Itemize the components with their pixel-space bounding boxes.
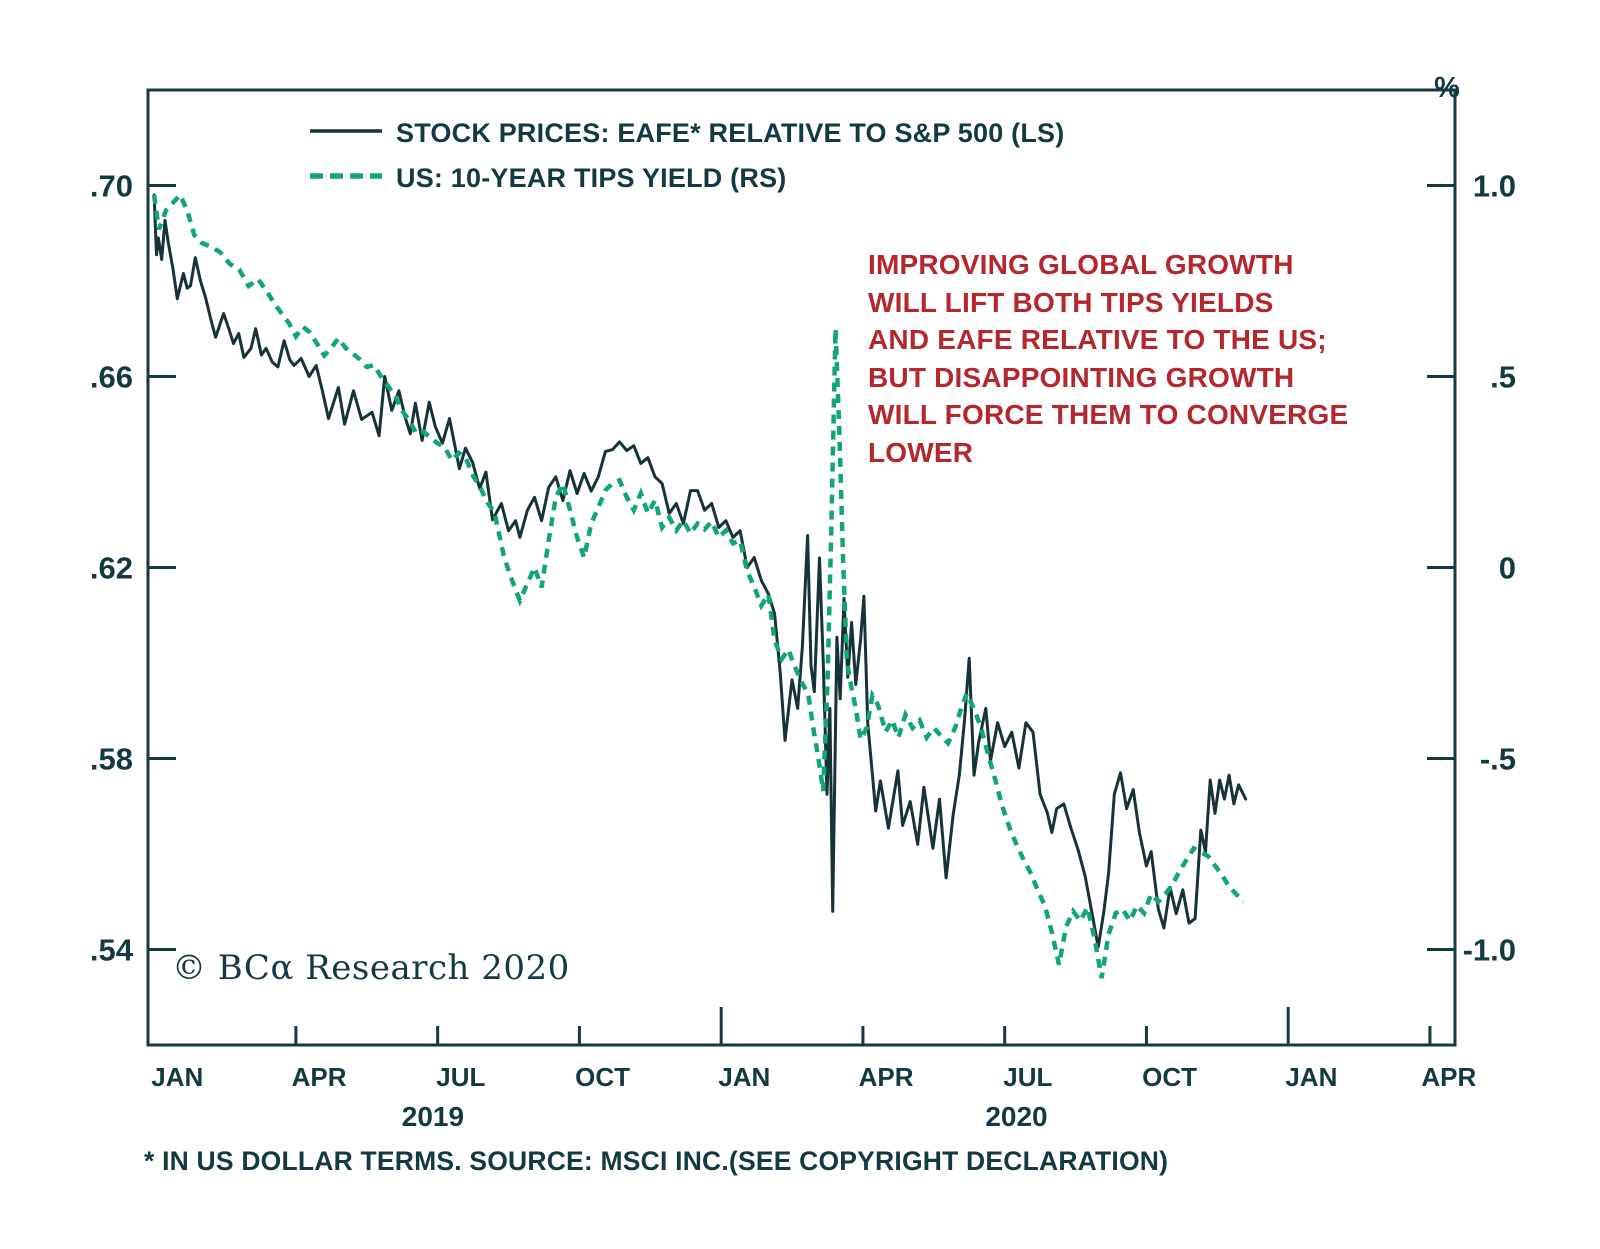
y-left-tick-label: .70 (90, 169, 133, 204)
source-footnote: * IN US DOLLAR TERMS. SOURCE: MSCI INC.(… (144, 1146, 1169, 1176)
right-axis-unit-label: % (1434, 72, 1460, 104)
x-axis-month-label: JAN (151, 1062, 203, 1092)
left-axis: .70 .66 .62 .58 .54 (90, 169, 176, 968)
legend-label-tips: US: 10-YEAR TIPS YIELD (RS) (396, 163, 786, 193)
annotation-line: IMPROVING GLOBAL GROWTH (868, 249, 1294, 280)
x-axis-year-label: 2020 (985, 1101, 1047, 1132)
y-right-tick-label: .5 (1490, 360, 1516, 395)
annotation-line: BUT DISAPPOINTING GROWTH (868, 361, 1295, 393)
x-axis-month-label: JAN (1285, 1062, 1337, 1092)
y-right-tick-label: 0 (1499, 551, 1516, 586)
y-left-tick-label: .54 (90, 933, 134, 968)
x-axis-month-label: OCT (1142, 1062, 1197, 1092)
y-left-tick-label: .58 (90, 742, 133, 777)
x-axis-month-label: JUL (1003, 1062, 1052, 1092)
annotation-line: LOWER (868, 436, 974, 468)
x-axis-month-label: OCT (575, 1062, 630, 1092)
series-eafe-relative-line (152, 193, 1248, 949)
x-axis: JAN APR JUL OCT JAN APR JUL OCT JAN APR 2019 2020 (151, 1007, 1477, 1132)
right-axis: 1.0 .5 0 -.5 -1.0 (1427, 169, 1516, 968)
x-axis-month-label: APR (292, 1062, 347, 1092)
copyright-text: © BCα Research 2020 (172, 948, 570, 988)
legend-label-eafe: STOCK PRICES: EAFE* RELATIVE TO S&P 500 … (396, 118, 1064, 148)
series-tips-yield-line (151, 191, 1245, 979)
x-axis-month-label: APR (859, 1062, 914, 1092)
y-left-tick-label: .66 (90, 360, 133, 395)
y-left-tick-label: .62 (90, 551, 133, 586)
y-right-tick-label: -1.0 (1463, 933, 1516, 968)
annotation-line: WILL LIFT BOTH TIPS YIELDS (868, 286, 1274, 318)
legend: STOCK PRICES: EAFE* RELATIVE TO S&P 500 … (310, 118, 1064, 193)
x-axis-month-label: JAN (718, 1062, 770, 1092)
y-right-tick-label: 1.0 (1473, 169, 1516, 204)
annotation-text: IMPROVING GLOBAL GROWTH WILL LIFT BOTH T… (868, 246, 1348, 471)
y-right-tick-label: -.5 (1480, 742, 1516, 777)
x-axis-month-label: APR (1421, 1062, 1476, 1092)
x-axis-year-label: 2019 (402, 1101, 464, 1132)
annotation-line: WILL FORCE THEM TO CONVERGE (868, 399, 1349, 430)
annotation-line: AND EAFE RELATIVE TO THE US; (868, 324, 1327, 355)
x-axis-month-label: JUL (436, 1062, 485, 1092)
plot-border (146, 88, 1457, 1047)
